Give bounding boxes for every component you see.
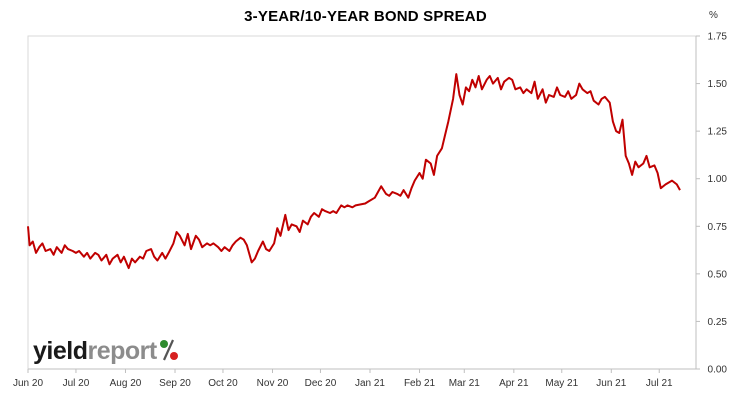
spread-series-line	[27, 73, 681, 270]
plot-area-frame	[27, 35, 697, 370]
x-tick-label: Aug 20	[110, 378, 142, 389]
x-tick-label: Feb 21	[404, 378, 436, 389]
x-tick-label: Jul 21	[646, 378, 673, 389]
x-tick-label: Mar 21	[449, 378, 481, 389]
y-tick-group: 0.00 0.25 0.50 0.75 1.00 1.25 1.50 1.75	[696, 32, 727, 376]
x-tick-label: Jun 20	[13, 378, 43, 389]
x-tick-group: Jun 20 Jul 20 Aug 20 Sep 20 Oct 20 Nov 20 Dec …	[13, 369, 673, 389]
x-tick-label: Sep 20	[159, 378, 191, 389]
x-tick-label: Jun 21	[596, 378, 626, 389]
x-tick-label: Jan 21	[355, 378, 385, 389]
chart-title: 3-YEAR/10-YEAR BOND SPREAD	[244, 8, 487, 25]
y-unit-label: %	[709, 10, 718, 21]
y-tick-label: 0.50	[708, 269, 728, 280]
yieldreport-logo: yieldreport	[33, 336, 179, 366]
y-tick-label: 0.25	[708, 317, 728, 328]
logo-word-report: report	[87, 337, 157, 365]
y-tick-label: 1.75	[708, 32, 728, 43]
y-tick-label: 1.25	[708, 127, 728, 138]
x-tick-label: Oct 20	[208, 378, 238, 389]
y-tick-label: 1.00	[708, 174, 728, 185]
series-layer	[27, 73, 681, 270]
y-tick-label: 1.50	[708, 79, 728, 90]
x-tick-label: Jul 20	[63, 378, 90, 389]
x-tick-label: Apr 21	[499, 378, 529, 389]
x-tick-label: Dec 20	[305, 378, 337, 389]
y-tick-label: 0.00	[708, 365, 728, 376]
x-tick-label: Nov 20	[257, 378, 289, 389]
logo-word-yield: yield	[33, 337, 88, 365]
x-tick-label: May 21	[545, 378, 578, 389]
y-tick-label: 0.75	[708, 222, 728, 233]
logo-percent-icon	[159, 339, 178, 361]
